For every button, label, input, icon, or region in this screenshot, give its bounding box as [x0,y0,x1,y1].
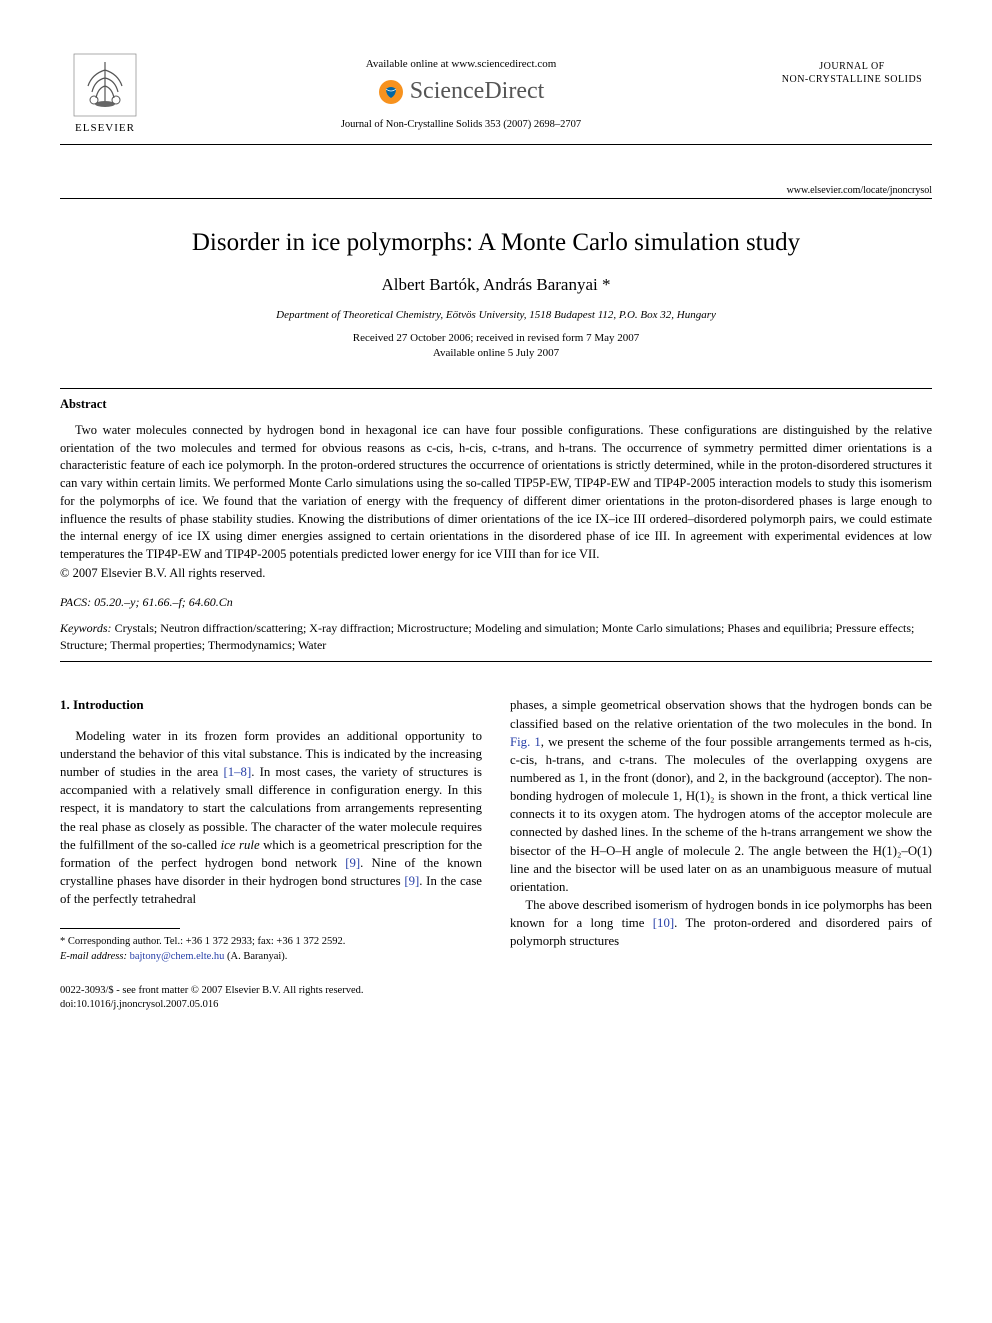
article-title: Disorder in ice polymorphs: A Monte Carl… [60,229,932,257]
received-date: Received 27 October 2006; received in re… [353,332,640,344]
journal-name: JOURNAL OF NON-CRYSTALLINE SOLIDS [772,60,932,86]
journal-reference: Journal of Non-Crystalline Solids 353 (2… [150,119,772,130]
intro-paragraph-1-cont: phases, a simple geometrical observation… [510,696,932,896]
publisher-name: ELSEVIER [75,122,135,134]
keywords-text: Crystals; Neutron diffraction/scattering… [60,621,914,652]
sciencedirect-logo: ScienceDirect [150,78,772,105]
center-header: Available online at www.sciencedirect.co… [150,50,772,130]
ice-rule-term: ice rule [221,838,260,852]
available-date: Available online 5 July 2007 [433,347,559,359]
journal-name-line1: JOURNAL OF [819,61,884,72]
intro-paragraph-1: Modeling water in its frozen form provid… [60,727,482,909]
right-header: JOURNAL OF NON-CRYSTALLINE SOLIDS [772,50,932,86]
front-matter-text: 0022-3093/$ - see front matter © 2007 El… [60,984,932,998]
left-column: 1. Introduction Modeling water in its fr… [60,696,482,963]
email-line: E-mail address: bajtony@chem.elte.hu (A.… [60,950,482,964]
ref-link-9a[interactable]: [9] [345,856,360,870]
ref-link-9b[interactable]: [9] [404,874,419,888]
text-span: phases, a simple geometrical observation… [510,698,932,730]
footnote-rule [60,928,180,929]
header-rule [60,144,932,145]
article-dates: Received 27 October 2006; received in re… [60,331,932,362]
abstract-heading: Abstract [60,397,932,412]
pacs-codes: 05.20.–y; 61.66.–f; 64.60.Cn [94,595,233,609]
abstract-copyright: © 2007 Elsevier B.V. All rights reserved… [60,566,932,581]
abstract-text: Two water molecules connected by hydroge… [60,422,932,564]
pacs: PACS: 05.20.–y; 61.66.–f; 64.60.Cn [60,595,932,610]
corresponding-author-footnote: * Corresponding author. Tel.: +36 1 372 … [60,935,482,963]
footer: 0022-3093/$ - see front matter © 2007 El… [60,984,932,1012]
journal-name-line2: NON-CRYSTALLINE SOLIDS [782,74,922,85]
ref-link-10[interactable]: [10] [653,916,674,930]
elsevier-logo: ELSEVIER [60,50,150,134]
text-span: , we present the scheme of the four poss… [510,735,932,894]
sciencedirect-icon [378,79,404,105]
keywords-label: Keywords: [60,621,112,635]
body-columns: 1. Introduction Modeling water in its fr… [60,696,932,963]
fig-1-link[interactable]: Fig. 1 [510,735,541,749]
elsevier-tree-icon [70,50,140,120]
journal-url[interactable]: www.elsevier.com/locate/jnoncrysol [60,185,932,196]
keywords: Keywords: Crystals; Neutron diffraction/… [60,620,932,654]
abstract-top-rule [60,388,932,389]
available-online-text: Available online at www.sciencedirect.co… [150,58,772,70]
sciencedirect-text: ScienceDirect [410,78,545,105]
keywords-bottom-rule [60,661,932,662]
email-label: E-mail address: [60,951,127,962]
email-who: (A. Baranyai). [227,951,287,962]
intro-paragraph-2: The above described isomerism of hydroge… [510,896,932,950]
section-1-heading: 1. Introduction [60,696,482,714]
header-rule-2 [60,198,932,199]
affiliation: Department of Theoretical Chemistry, Eöt… [60,309,932,321]
doi-text: doi:10.1016/j.jnoncrysol.2007.05.016 [60,998,932,1012]
header: ELSEVIER Available online at www.science… [60,50,932,134]
ref-link-1-8[interactable]: [1–8] [223,765,251,779]
email-link[interactable]: bajtony@chem.elte.hu [130,951,225,962]
corr-author-text: * Corresponding author. Tel.: +36 1 372 … [60,935,482,949]
pacs-label: PACS: [60,595,91,609]
right-column: phases, a simple geometrical observation… [510,696,932,963]
authors: Albert Bartók, András Baranyai * [60,275,932,295]
